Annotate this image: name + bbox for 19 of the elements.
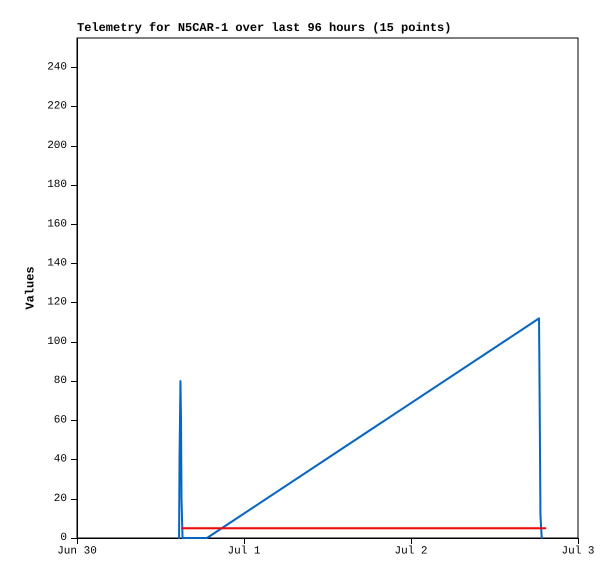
x-tick-label: Jul 3 (561, 546, 595, 558)
x-tick-label: Jul 2 (394, 546, 428, 558)
y-tick-label: 60 (54, 414, 67, 426)
y-tick-label: 140 (47, 257, 67, 270)
y-tick-label: 40 (54, 454, 67, 466)
x-tick-label: Jun 30 (57, 546, 97, 558)
y-tick-label: 240 (47, 61, 67, 74)
x-tick-label: Jul 1 (227, 546, 261, 558)
y-tick-label: 0 (60, 532, 67, 544)
y-tick-label: 120 (47, 296, 67, 309)
y-tick-label: 100 (47, 336, 67, 348)
y-tick-label: 200 (47, 140, 67, 152)
y-tick-label: 20 (54, 492, 67, 505)
y-axis-title: Values (23, 266, 38, 310)
y-tick-label: 220 (47, 100, 67, 113)
y-tick-label: 80 (54, 375, 67, 388)
y-tick-label: 180 (47, 179, 67, 192)
chart-title: Telemetry for N5CAR-1 over last 96 hours (15 points) (77, 21, 452, 35)
y-tick-label: 160 (47, 218, 67, 230)
